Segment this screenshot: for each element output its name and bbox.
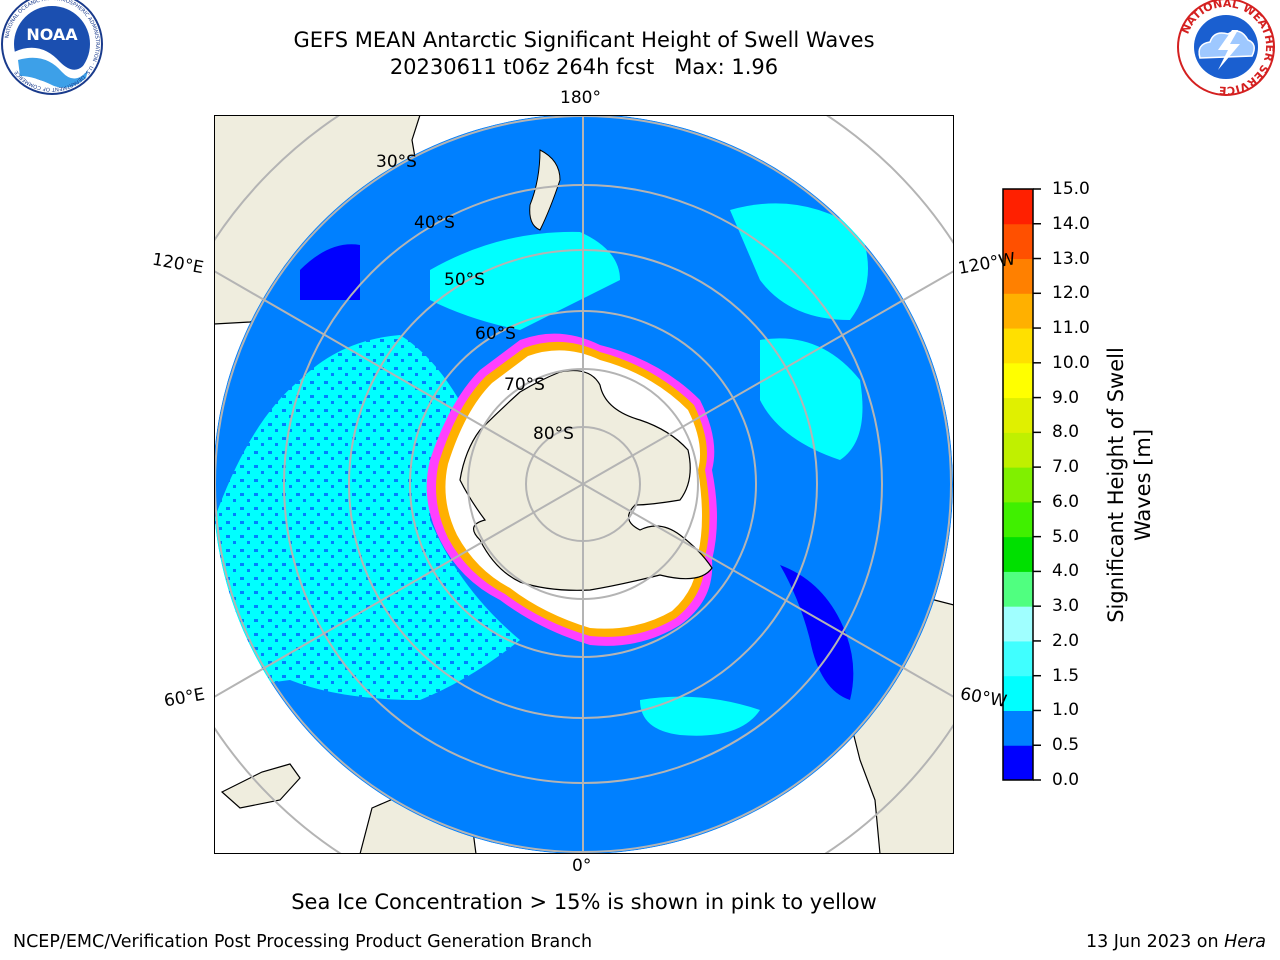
colorbar-tick-marks xyxy=(1033,188,1041,781)
new-zealand-land xyxy=(529,149,561,231)
colorbar-frame xyxy=(1002,188,1034,781)
colorbar-tick-label: 12.0 xyxy=(1052,283,1090,304)
colorbar-cell xyxy=(1003,397,1033,433)
national-weather-service-logo: NATIONAL WEATHER SERVICE xyxy=(1177,0,1276,97)
colorbar-cell xyxy=(1003,293,1033,329)
colorbar-tick-label: 10.0 xyxy=(1052,352,1090,373)
colorbar-cell xyxy=(1003,640,1033,677)
colorbar xyxy=(1003,189,1033,781)
colorbar-tick-label: 2.0 xyxy=(1052,630,1080,651)
colorbar-tick-label: 1.0 xyxy=(1052,700,1080,721)
lat-label-70s: 70°S xyxy=(504,375,545,395)
colorbar-tick-label: 0.0 xyxy=(1052,770,1080,790)
chart-subtitle: 20230611 t06z 264h fcst Max: 1.96 xyxy=(389,55,779,79)
lat-label-80s: 80°S xyxy=(533,424,574,444)
colorbar-cell xyxy=(1003,362,1033,399)
swell-patch-atlantic xyxy=(640,696,760,736)
lat-label-60s: 60°S xyxy=(475,324,516,344)
noaa-logo: NOAA NATIONAL OCEANIC AND ATMOSPHERIC AD… xyxy=(1,0,103,95)
colorbar-tick-label: 9.0 xyxy=(1052,387,1080,408)
swell-band-south-pacific xyxy=(430,231,620,330)
colorbar-tick-label: 11.0 xyxy=(1052,318,1090,339)
colorbar-tick-label: 4.0 xyxy=(1052,561,1080,582)
lat-label-30s: 30°S xyxy=(376,152,417,172)
lat-label-50s: 50°S xyxy=(444,270,485,290)
footer-host: Hera xyxy=(1224,932,1266,952)
colorbar-tick-label: 5.0 xyxy=(1052,526,1080,547)
colorbar-cell xyxy=(1003,675,1033,711)
swell-vlow-south-america xyxy=(780,565,854,700)
colorbar-cell xyxy=(1003,571,1033,607)
footer-branch: NCEP/EMC/Verification Post Processing Pr… xyxy=(13,932,593,952)
noaa-logo-text: NOAA xyxy=(26,25,78,44)
colorbar-cell xyxy=(1003,223,1033,260)
polar-map xyxy=(214,115,954,854)
sea-ice-note: Sea Ice Concentration > 15% is shown in … xyxy=(291,890,877,914)
swell-patch-pacific-east xyxy=(730,203,868,320)
colorbar-cell xyxy=(1003,328,1033,364)
footer-date: 13 Jun 2023 on Hera xyxy=(1085,932,1266,952)
lon-label-180: 180° xyxy=(560,88,601,108)
colorbar-cell xyxy=(1003,258,1033,294)
colorbar-cell xyxy=(1003,745,1033,781)
colorbar-tick-label: 6.0 xyxy=(1052,491,1080,512)
colorbar-tick-label: 15.0 xyxy=(1052,179,1090,199)
colorbar-cell xyxy=(1003,501,1033,538)
colorbar-cell xyxy=(1003,606,1033,642)
colorbar-tick-label: 8.0 xyxy=(1052,422,1080,443)
colorbar-tick-label: 0.5 xyxy=(1052,735,1080,756)
colorbar-tick-label: 13.0 xyxy=(1052,248,1090,269)
antarctica-land xyxy=(459,369,713,591)
colorbar-cell xyxy=(1003,536,1033,572)
lat-label-40s: 40°S xyxy=(414,213,455,233)
chart-title: GEFS MEAN Antarctic Significant Height o… xyxy=(293,28,875,52)
colorbar-tick-label: 14.0 xyxy=(1052,213,1090,234)
colorbar-cell xyxy=(1003,432,1033,468)
lon-label-0: 0° xyxy=(572,856,592,876)
colorbar-tick-label: 1.5 xyxy=(1052,665,1080,686)
swell-vlow-australia xyxy=(300,244,360,300)
colorbar-cell xyxy=(1003,710,1033,746)
colorbar-title: Significant Height of Swell Waves [m] xyxy=(1104,347,1155,623)
colorbar-cell xyxy=(1003,189,1033,225)
colorbar-cell xyxy=(1003,467,1033,503)
colorbar-tick-label: 3.0 xyxy=(1052,596,1080,617)
colorbar-tick-label: 7.0 xyxy=(1052,457,1080,478)
